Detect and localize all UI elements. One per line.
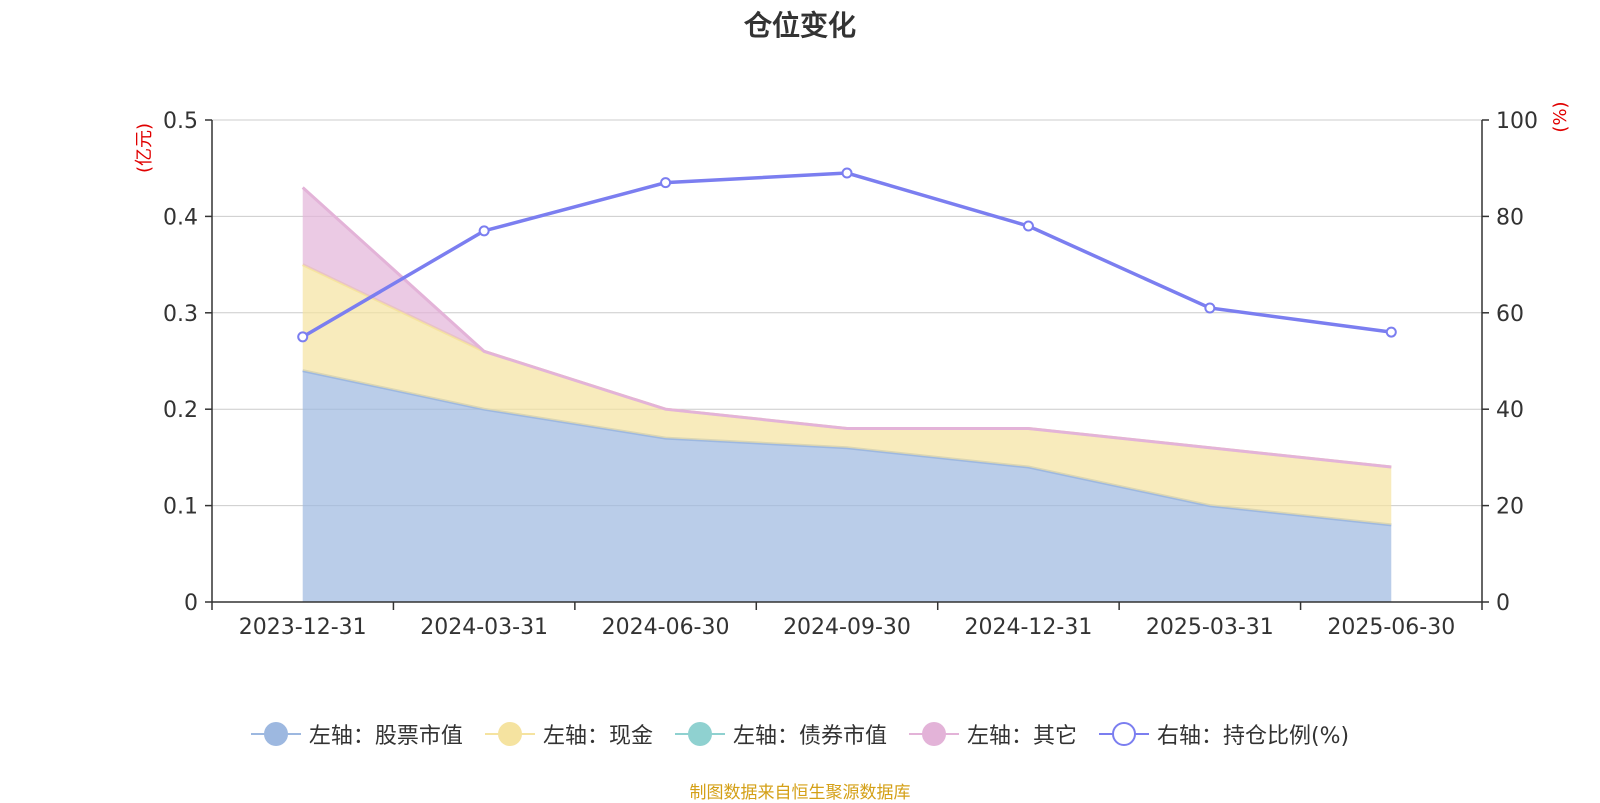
line-point: [297, 331, 309, 343]
line-point: [841, 167, 853, 179]
left-tick-label: 0.5: [163, 109, 198, 134]
legend-item[interactable]: 左轴：股票市值: [250, 718, 463, 750]
line-point: [1385, 326, 1397, 338]
line-layer: [297, 167, 1397, 343]
line-point: [660, 177, 672, 189]
legend-marker-icon: [1098, 722, 1149, 746]
legend-label: 左轴：其它: [966, 724, 1077, 749]
left-tick-label: 0.1: [163, 495, 198, 520]
legend-label: 左轴：现金: [542, 724, 653, 749]
right-tick-label: 100: [1496, 109, 1538, 134]
area-左轴：现金: [302, 264, 1392, 525]
area-layer: [301, 186, 1392, 602]
legend-label: 右轴：持仓比例(%): [1156, 724, 1350, 749]
right-tick-label: 20: [1496, 495, 1524, 520]
chart-title: 仓位变化: [743, 9, 856, 42]
legend-marker-icon: [908, 722, 959, 746]
legend: 左轴：股票市值 左轴：现金 左轴：债券市值 左轴：其它 右轴：持仓比例(%): [0, 718, 1600, 750]
x-tick-label: 2023-12-31: [239, 615, 367, 640]
right-tick-label: 60: [1496, 302, 1524, 327]
right-axis-unit: (%): [1550, 101, 1571, 132]
line-point: [1022, 220, 1034, 232]
x-tick-label: 2025-06-30: [1327, 615, 1455, 640]
right-tick-label: 0: [1496, 591, 1510, 616]
right-tick-label: 80: [1496, 205, 1524, 230]
data-source-note: 制图数据来自恒生聚源数据库: [689, 783, 911, 803]
line-point: [478, 225, 490, 237]
area-左轴：股票市值: [302, 370, 1392, 602]
left-axis-unit: (亿元): [134, 123, 155, 173]
legend-item[interactable]: 右轴：持仓比例(%): [1098, 718, 1350, 750]
legend-label: 左轴：债券市值: [732, 724, 887, 749]
legend-marker-icon: [484, 722, 535, 746]
legend-marker-icon: [674, 722, 725, 746]
legend-item[interactable]: 左轴：其它: [908, 718, 1077, 750]
left-tick-label: 0.4: [163, 205, 198, 230]
right-tick-label: 40: [1496, 398, 1524, 423]
line-point: [1204, 302, 1216, 314]
x-tick-label: 2024-06-30: [602, 615, 730, 640]
left-tick-label: 0.2: [163, 398, 198, 423]
x-tick-label: 2025-03-31: [1146, 615, 1274, 640]
legend-item[interactable]: 左轴：债券市值: [674, 718, 887, 750]
x-tick-label: 2024-09-30: [783, 615, 911, 640]
x-tick-label: 2024-12-31: [964, 615, 1092, 640]
left-tick-label: 0: [184, 591, 198, 616]
axis-layer: 0 0.1 0.2 0.3 0.4 0.5 0 20 40 60 80 100 2023-12-31 20…: [163, 109, 1538, 640]
area-edge-左轴：其它: [301, 186, 1392, 469]
x-tick-label: 2024-03-31: [420, 615, 548, 640]
legend-item[interactable]: 左轴：现金: [484, 718, 653, 750]
legend-label: 左轴：股票市值: [308, 724, 463, 749]
legend-marker-icon: [250, 722, 301, 746]
left-tick-label: 0.3: [163, 302, 198, 327]
